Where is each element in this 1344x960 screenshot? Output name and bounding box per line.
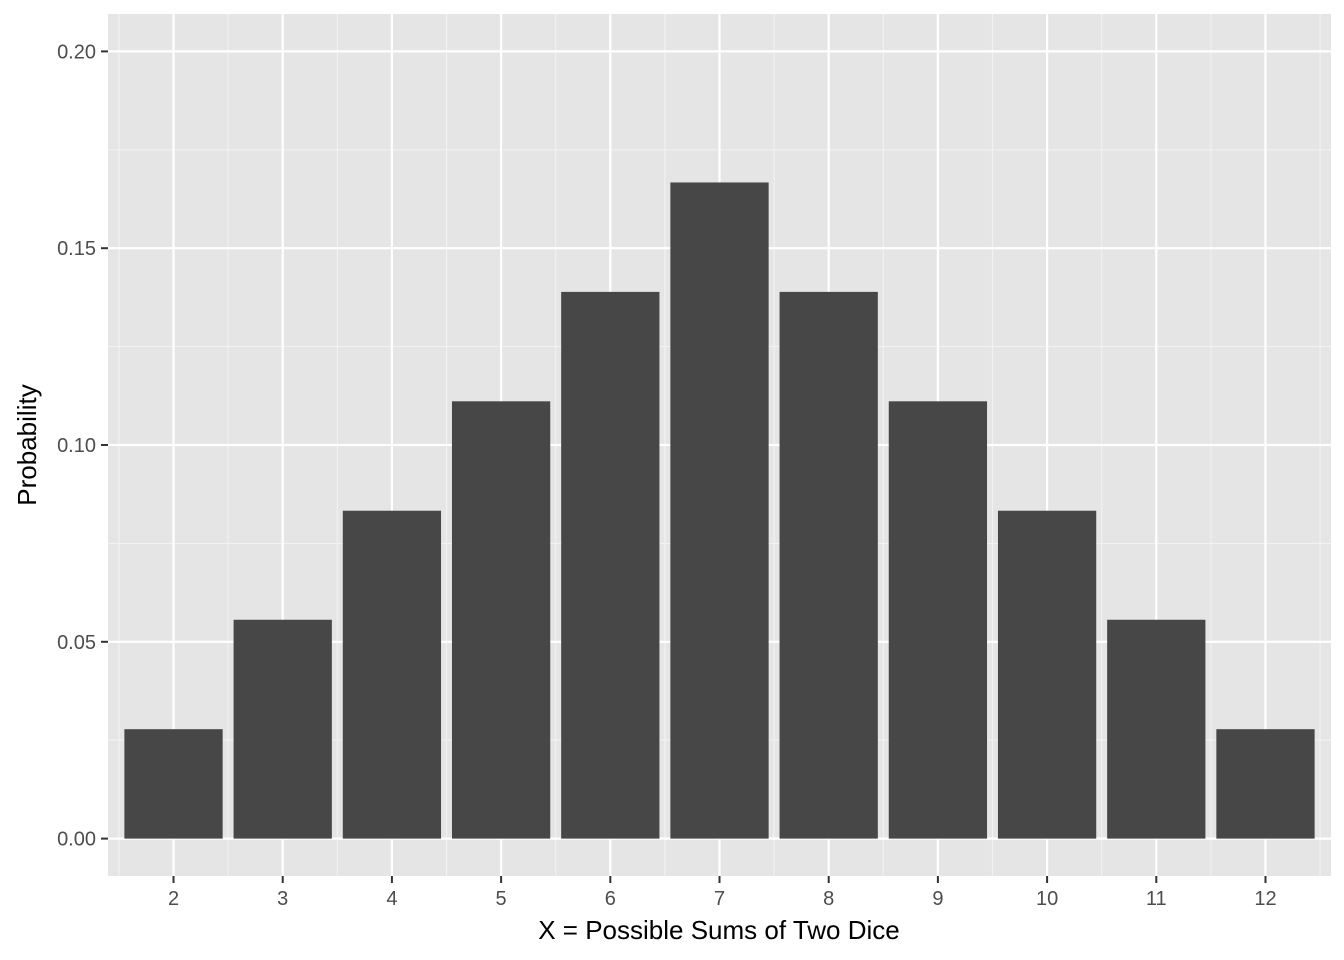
- x-tick-label: 8: [823, 888, 834, 910]
- x-tick-label: 2: [168, 888, 179, 910]
- bar-9: [888, 401, 988, 839]
- x-tick-label: 12: [1254, 888, 1276, 910]
- y-tick-label: 0.20: [57, 41, 96, 63]
- bars: [124, 182, 1315, 839]
- y-tick-label: 0.10: [57, 435, 96, 457]
- x-tick-label: 7: [714, 888, 725, 910]
- bar-6: [561, 291, 660, 839]
- x-tick-label: 9: [932, 888, 943, 910]
- bar-2: [124, 729, 223, 839]
- x-tick-label: 11: [1146, 888, 1167, 910]
- bar-5: [451, 401, 551, 839]
- bar-12: [1216, 729, 1315, 839]
- y-tick-label: 0.00: [57, 829, 96, 851]
- y-axis-title: Probability: [12, 384, 42, 505]
- x-tick-label: 5: [496, 888, 507, 910]
- bar-10: [997, 510, 1097, 839]
- bar-8: [779, 291, 878, 839]
- x-axis: 2 3 4 5 6 7 8 9 10 11 12: [168, 876, 1277, 910]
- x-tick-label: 3: [277, 888, 288, 910]
- x-axis-title: X = Possible Sums of Two Dice: [538, 915, 900, 945]
- y-tick-label: 0.05: [57, 632, 96, 654]
- bar-11: [1107, 619, 1206, 839]
- x-tick-label: 6: [605, 888, 616, 910]
- x-tick-label: 10: [1036, 888, 1058, 910]
- bar-7: [670, 182, 769, 839]
- bar-4: [342, 510, 442, 839]
- y-axis: 0.00 0.05 0.10 0.15 0.20: [57, 41, 108, 851]
- bar-3: [233, 619, 332, 839]
- y-tick-label: 0.15: [57, 238, 96, 260]
- x-tick-label: 4: [386, 888, 397, 910]
